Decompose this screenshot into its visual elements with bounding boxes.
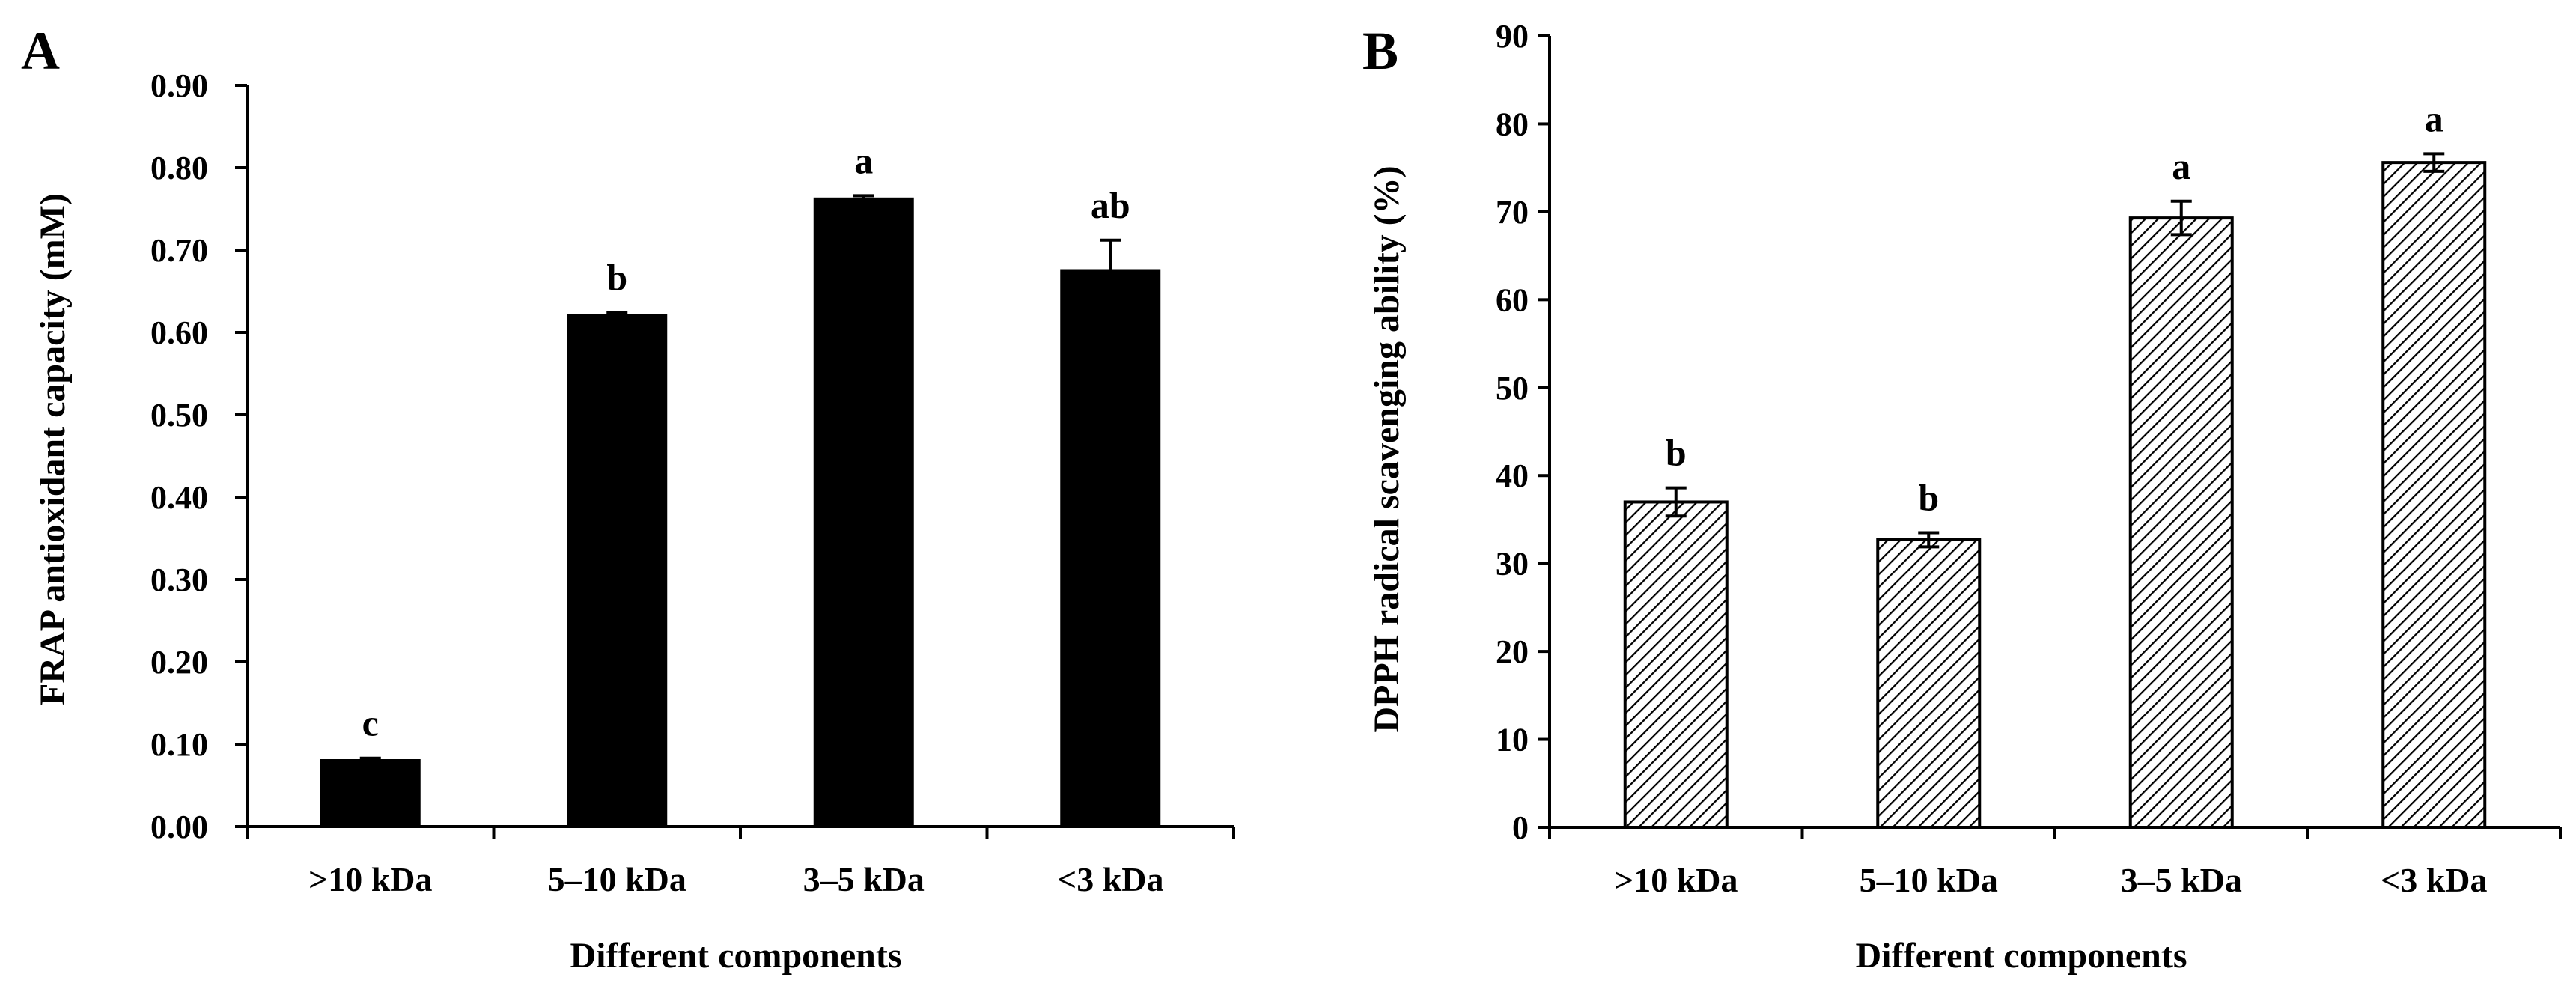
panel-b-y-tick-label: 30: [1496, 546, 1529, 582]
panel-b-y-tick-label: 60: [1496, 282, 1529, 318]
panel-b-y-tick-label: 90: [1496, 18, 1529, 55]
panel-b-y-tick-label: 50: [1496, 370, 1529, 407]
panel-a-letter: A: [21, 21, 60, 81]
panel-b-y-axis-title: DPPH radical scavenging ability (%): [1367, 165, 1407, 732]
panel-a-significance-label: ab: [1091, 184, 1130, 226]
panel-a-y-tick-label: 0.70: [150, 232, 208, 269]
panel-a-bars: c >10 kDa b 5–10 kDa a 3–5 kDa ab <3 kDa: [308, 139, 1164, 898]
panel-b-bar: [1623, 500, 1729, 829]
panel-b-y-tick-label: 70: [1496, 194, 1529, 231]
panel-a: A FRAP antioxidant capacity (mM) Differe…: [21, 21, 1235, 976]
panel-a-bar: [567, 314, 668, 828]
panel-b-letter: B: [1362, 21, 1398, 81]
panel-a-y-tick-label: 0.50: [150, 397, 208, 433]
panel-b-bars: b >10 kDa b 5–10 kDa a 3–5 kDa a <3 kDa: [1614, 97, 2488, 899]
panel-a-significance-label: a: [854, 139, 873, 181]
panel-b-category-label: <3 kDa: [2381, 861, 2488, 899]
panel-a-y-tick-label: 0.90: [150, 67, 208, 104]
panel-a-bar: [813, 197, 914, 828]
panel-b-x-axis-title: Different components: [1855, 936, 2187, 976]
panel-b-bar: [1876, 538, 1982, 829]
panel-a-y-axis-title: FRAP antioxidant capacity (mM): [33, 193, 73, 705]
panel-a-category-label: >10 kDa: [308, 860, 433, 898]
panel-b-y-tick-label: 40: [1496, 457, 1529, 494]
panel-a-bar: [320, 759, 421, 828]
panel-a-y-tick-label: 0.80: [150, 150, 208, 186]
panel-a-y-tick-label: 0.60: [150, 314, 208, 351]
panel-b-bar: [2128, 216, 2234, 829]
panel-b-category-label: 3–5 kDa: [2121, 861, 2242, 899]
panel-a-y-tick-label: 0.00: [150, 809, 208, 845]
panel-a-axes: 0.00 0.10 0.20 0.30 0.40 0.50 0.60 0.70 0.80 0.90: [150, 67, 1235, 845]
panel-b-y-tick-label: 10: [1496, 722, 1529, 758]
panel-b-significance-label: b: [1666, 432, 1687, 474]
panel-a-y-tick-label: 0.10: [150, 726, 208, 763]
panel-b-category-label: >10 kDa: [1614, 861, 1738, 899]
panel-a-bar: [1060, 269, 1161, 828]
panel-a-category-label: <3 kDa: [1057, 860, 1164, 898]
panel-a-category-label: 5–10 kDa: [548, 860, 686, 898]
panel-b-significance-label: a: [2172, 145, 2190, 187]
panel-a-y-tick-label: 0.40: [150, 479, 208, 516]
panel-b: B DPPH radical scavenging ability (%) Di…: [1362, 18, 2562, 976]
panel-b-significance-label: a: [2425, 97, 2443, 139]
panel-b-y-tick-label: 80: [1496, 106, 1529, 142]
panel-a-significance-label: b: [606, 257, 627, 299]
panel-a-y-tick-label: 0.20: [150, 644, 208, 681]
panel-a-x-axis-title: Different components: [570, 936, 901, 976]
panel-b-y-tick-label: 20: [1496, 633, 1529, 670]
panel-a-y-tick-label: 0.30: [150, 562, 208, 598]
panel-a-category-label: 3–5 kDa: [803, 860, 925, 898]
panel-a-significance-label: c: [362, 702, 379, 744]
panel-b-category-label: 5–10 kDa: [1860, 861, 1998, 899]
panel-b-bar: [2381, 161, 2487, 829]
panel-b-significance-label: b: [1918, 477, 1939, 519]
panel-b-y-tick-label: 0: [1512, 809, 1529, 846]
